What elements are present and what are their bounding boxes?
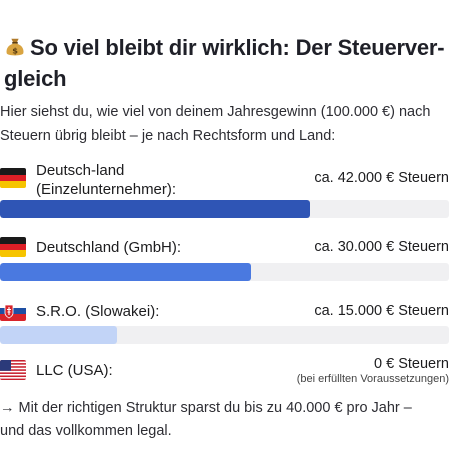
usa-flag-icon (0, 360, 26, 380)
row-label: S.R.O. (Slowakei): (36, 303, 160, 320)
slovakia-flag-icon (0, 301, 26, 321)
tax-bar-fill (0, 263, 252, 281)
tax-bar-fill (0, 326, 117, 344)
tax-amount: 0 € Steuern (374, 356, 449, 372)
tax-bar-fill (0, 200, 310, 218)
money-bag-icon: $ (6, 38, 24, 56)
intro-text: Hier siehst du, wie viel von deinem Jahr… (0, 100, 449, 148)
summary-line-1: → Mit der richtigen Struktur sparst du b… (0, 400, 412, 416)
title-line-1: So viel bleibt dir wirklich: Der Steuerv… (30, 35, 445, 60)
row-label: Deutschland (GmbH): (36, 239, 182, 256)
row-label: LLC (USA): (36, 362, 113, 379)
svg-text:$: $ (12, 45, 18, 55)
row-label-line-1: Deutsch-land (36, 162, 125, 179)
condition-note: (bei erfüllten Voraussetzungen) (296, 373, 449, 385)
intro-line-2: Steuern übrig bleibt – je nach Rechtsfor… (0, 128, 336, 144)
tax-bar-track (0, 263, 449, 281)
tax-bar-track (0, 326, 449, 344)
row-label-line-2: (Einzelunternehmer): (36, 181, 177, 198)
page-title: $ So viel bleibt dir wirklich: Der Steue… (4, 32, 449, 94)
germany-flag-icon (0, 237, 26, 257)
tax-amount: ca. 15.000 € Steuern (314, 303, 449, 319)
title-line-2: gleich (4, 66, 67, 91)
tax-bar-track (0, 200, 449, 218)
row-label: Deutsch-land (Einzelunternehmer): (36, 161, 176, 199)
savings-summary: → Mit der richtigen Struktur sparst du b… (0, 397, 449, 443)
germany-flag-icon (0, 168, 26, 188)
intro-line-1: Hier siehst du, wie viel von deinem Jahr… (0, 104, 431, 120)
summary-line-2: und das vollkommen legal. (0, 423, 172, 439)
tax-amount: ca. 30.000 € Steuern (314, 239, 449, 255)
tax-amount: ca. 42.000 € Steuern (314, 170, 449, 186)
